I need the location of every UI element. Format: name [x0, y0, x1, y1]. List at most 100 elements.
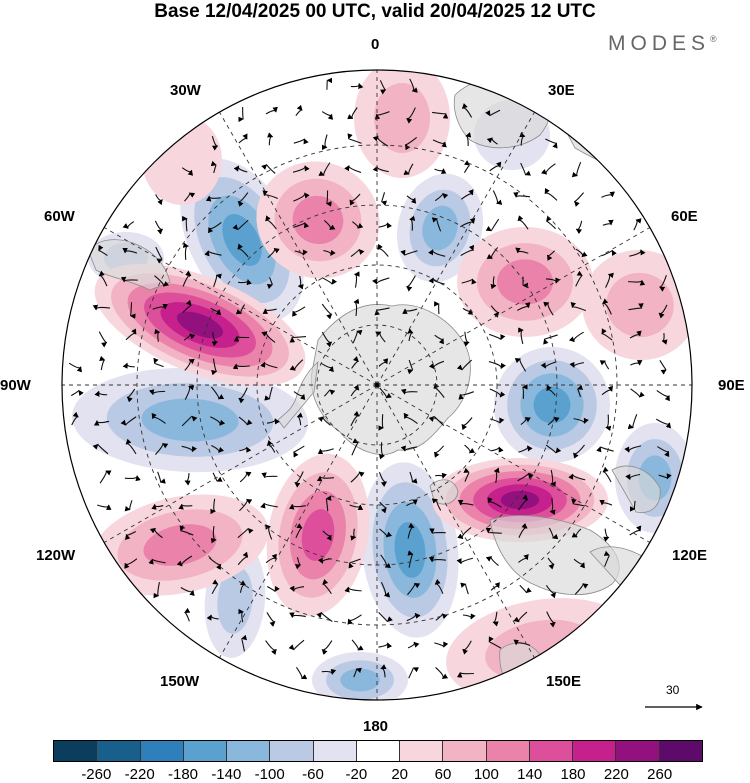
wind-arrow [296, 412, 303, 426]
wind-arrow [353, 667, 362, 678]
wind-arrow [293, 445, 305, 458]
wind-arrow [352, 329, 363, 344]
wind-arrow [485, 527, 502, 534]
wind-arrow [210, 526, 217, 544]
wind-arrow [265, 553, 277, 564]
wind-arrow [379, 80, 387, 95]
colorbar-tick-label: 20 [391, 766, 408, 783]
wind-arrow [239, 498, 253, 512]
wind-arrow [573, 192, 585, 207]
south-pole-marker [374, 382, 380, 388]
wind-arrow [125, 531, 137, 541]
anomaly-contour [176, 311, 224, 339]
wind-arrow [93, 420, 110, 426]
colorbar-swatch [616, 741, 660, 761]
anomaly-contour [222, 214, 262, 266]
wind-arrow [149, 527, 163, 539]
brand-logo: MODES® [608, 32, 717, 56]
wind-arrow [406, 612, 421, 622]
wind-arrow [372, 277, 390, 285]
wind-arrow [576, 384, 584, 398]
wind-arrow [548, 527, 559, 540]
wind-arrow [407, 550, 414, 568]
wind-arrow [238, 608, 244, 623]
colorbar-swatch [140, 741, 184, 761]
wind-arrow [656, 389, 670, 402]
wind-arrow [568, 473, 586, 481]
wind-arrow [380, 664, 387, 678]
wind-arrow [428, 277, 445, 285]
wind-arrow [154, 220, 164, 235]
wind-arrow [630, 388, 645, 398]
wind-arrow [432, 139, 447, 148]
wind-arrow [321, 331, 333, 348]
wind-arrow [601, 191, 615, 198]
wind-arrow [571, 162, 582, 178]
wind-arrow [181, 167, 193, 176]
wind-arrow [239, 471, 252, 483]
wind-arrow [213, 273, 222, 288]
wind-arrow [151, 412, 166, 424]
wind-arrow [211, 136, 219, 151]
wind-arrow [260, 361, 278, 369]
wind-arrow [184, 385, 195, 400]
neg-center-95e [494, 347, 610, 463]
wind-arrow [486, 137, 498, 145]
wind-arrow [659, 274, 667, 292]
wind-arrow [379, 528, 393, 538]
wind-arrow [122, 362, 135, 369]
wind-arrow [434, 334, 444, 345]
wind-arrow [380, 581, 391, 598]
wind-arrow [210, 498, 216, 515]
wind-arrow [349, 504, 364, 510]
wind-arrow [183, 333, 196, 341]
wind-arrow [513, 639, 531, 646]
wind-arrow [575, 270, 583, 287]
wind-arrow [122, 247, 138, 254]
wind-arrow [211, 445, 225, 453]
wind-arrow [518, 522, 528, 538]
wind-arrow [599, 499, 613, 506]
wind-arrow [208, 221, 222, 234]
wind-arrow [431, 498, 442, 511]
anomaly-contour [141, 398, 239, 442]
wind-arrow [266, 612, 276, 627]
wind-arrow [428, 249, 446, 257]
wind-arrow [264, 386, 273, 401]
wind-arrow [350, 384, 360, 397]
polar-map [61, 69, 693, 701]
wind-arrow [294, 557, 302, 570]
wind-vectors [68, 77, 672, 680]
wind-arrow [573, 417, 589, 424]
colorbar-tick-label: -100 [254, 766, 285, 783]
pos-center-160w [266, 453, 370, 617]
wind-arrow [402, 308, 418, 314]
wind-arrow [513, 611, 528, 623]
wind-arrow [68, 362, 82, 373]
wind-arrow [378, 642, 393, 649]
wind-arrow [603, 550, 610, 567]
wind-arrow [351, 438, 359, 456]
wind-arrow [520, 416, 531, 426]
wind-arrow [490, 276, 497, 290]
wind-arrow [409, 78, 418, 93]
colorbar-tick-label: 260 [647, 766, 673, 783]
wind-arrow [347, 107, 358, 120]
wind-arrow [428, 360, 445, 370]
wind-arrow [182, 242, 189, 260]
colorbar-swatch [529, 741, 574, 761]
tasmania [429, 479, 459, 505]
wind-arrow [344, 586, 362, 593]
wind-arrow [289, 503, 306, 510]
wind-arrow [354, 271, 360, 288]
pos-center-15w [256, 161, 380, 279]
wind-arrow [350, 410, 360, 427]
wind-arrow [233, 165, 248, 173]
wind-arrow [400, 249, 418, 256]
wind-arrow [350, 528, 357, 541]
colorbar-tick-label: -60 [302, 766, 324, 783]
wind-arrow [406, 195, 417, 204]
colorbar-tick-label: -20 [345, 766, 368, 783]
wind-arrow [293, 391, 306, 401]
wind-arrow [547, 557, 555, 570]
